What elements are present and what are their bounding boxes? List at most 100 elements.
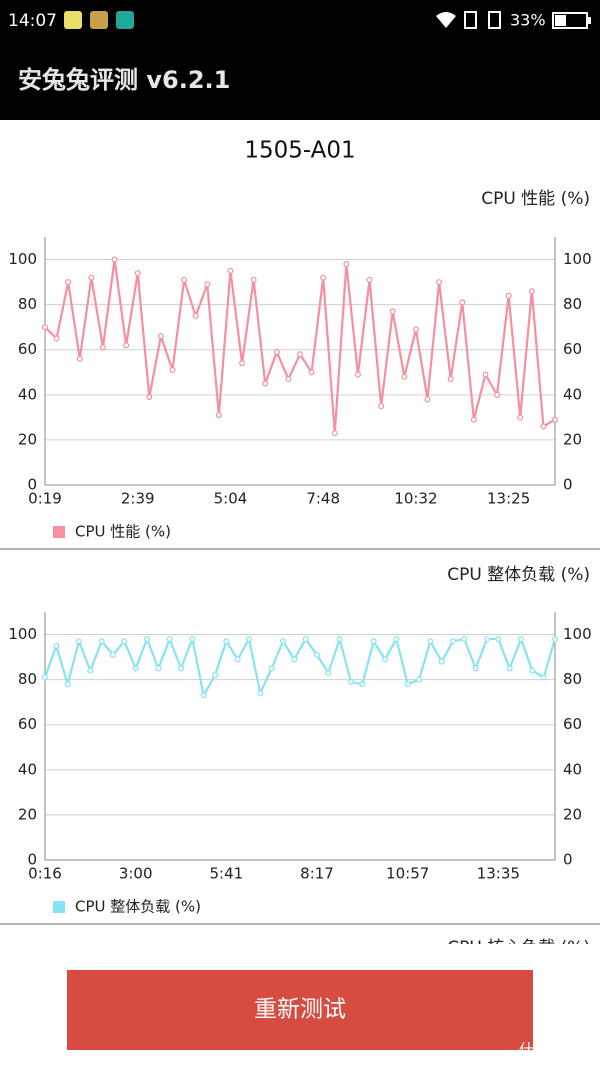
x-tick-label: 0:16 [28,865,62,883]
series-line [44,259,556,434]
point [53,642,60,649]
point [438,658,445,665]
retest-button[interactable] [67,970,533,1050]
y2-tick-label: 20 [563,805,582,823]
point [517,414,524,421]
point [181,276,188,283]
y2-tick-label: 80 [563,670,582,688]
point [331,430,338,437]
point [273,348,280,355]
point [359,681,366,688]
point [436,279,443,286]
point [302,636,309,643]
watermark: 什么值得买 [519,1041,594,1059]
wifi-icon [436,12,456,28]
x-tick-label: 2:39 [121,490,155,508]
point [389,308,396,315]
point [109,651,116,658]
notify-icon [116,11,134,29]
point [320,274,327,281]
retest-label: 重新测试 [254,997,346,1023]
point [169,367,176,374]
notify-icon [64,11,82,29]
point [239,360,246,367]
battery-text: 33% [510,11,546,30]
point [204,281,211,288]
point [257,690,264,697]
point [484,636,491,643]
point [192,312,199,319]
point [348,678,355,685]
point [41,324,48,331]
y-tick-label: 0 [27,851,37,869]
point [529,667,536,674]
y-tick-label: 100 [8,250,37,268]
point [262,380,269,387]
x-tick-label: 5:41 [209,865,243,883]
point [99,344,106,351]
y2-tick-label: 80 [563,295,582,313]
point [540,423,547,430]
y-tick-label: 60 [18,340,37,358]
battery-tip [588,17,591,24]
x-tick-label: 10:57 [386,865,429,883]
x-tick-label: 7:48 [306,490,340,508]
x-tick-label: 0:19 [28,490,62,508]
point [215,412,222,419]
point [506,665,513,672]
point [336,636,343,643]
point [416,676,423,683]
point [98,638,105,645]
point [461,636,468,643]
point [146,394,153,401]
device-name: 1505-A01 [244,138,355,164]
chart-title: CPU 性能 (%) [481,189,590,209]
point [53,335,60,342]
y2-tick-label: 100 [563,250,592,268]
point [178,665,185,672]
x-tick-label: 10:32 [394,490,437,508]
battery-icon [552,12,588,29]
point [285,376,292,383]
legend-label: CPU 性能 (%) [75,523,171,541]
point [343,261,350,268]
app-title: 安兔兔评测 v6.2.1 [18,66,230,94]
point [291,656,298,663]
x-tick-label: 8:17 [300,865,334,883]
point [412,326,419,333]
legend-swatch [53,901,65,913]
point [354,371,361,378]
point [223,638,230,645]
point [268,665,275,672]
y2-tick-label: 60 [563,715,582,733]
point [41,674,48,681]
charts: CPU 性能 (%) 0 20 40 60 80 100 0 20 40 60 80 100 0:19 2:… [0,189,600,925]
point [212,672,219,679]
point [472,665,479,672]
x-tick-label: 3:00 [119,865,153,883]
y-tick-label: 60 [18,715,37,733]
point [75,638,82,645]
y-tick-label: 80 [18,670,37,688]
y2-tick-label: 60 [563,340,582,358]
point [427,638,434,645]
point [482,371,489,378]
point [155,665,162,672]
point [382,656,389,663]
y2-tick-label: 0 [563,851,573,869]
y-tick-label: 0 [27,476,37,494]
legend-swatch [53,526,65,538]
point [393,636,400,643]
point [528,288,535,295]
point [450,638,457,645]
legend-label: CPU 整体负载 (%) [75,898,201,916]
point [505,292,512,299]
point [157,333,164,340]
y-tick-label: 80 [18,295,37,313]
chart-title: CPU 整体负载 (%) [447,565,590,585]
notify-icon [90,11,108,29]
point [517,636,524,643]
x-tick-label: 5:04 [214,490,248,508]
point [447,376,454,383]
point [250,276,257,283]
